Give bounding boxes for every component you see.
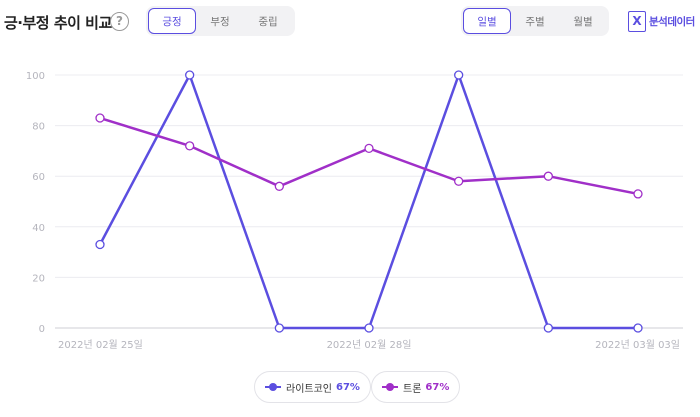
series-line-1 (98, 73, 638, 330)
period-toggle: 일별 주별 월별 (461, 6, 609, 36)
sentiment-toggle: 긍정 부정 중립 (146, 6, 295, 36)
series-line-2 (99, 116, 639, 196)
data-point-series-1 (633, 323, 643, 333)
data-point-series-2 (95, 113, 105, 123)
tab-positive[interactable]: 긍정 (148, 8, 196, 34)
y-tick-label: 100 (26, 71, 45, 82)
excel-icon: X (628, 10, 646, 32)
line-chart: 0 20 40 60 80 100 2022년 02월 25일 2022년 02월 28일 20… (26, 70, 683, 351)
y-tick-label: 20 (32, 273, 45, 284)
legend-percent: 67% (425, 381, 450, 393)
help-icon[interactable]: ? (110, 12, 129, 31)
x-tick-label: 2022년 03월 03일 (595, 339, 680, 351)
legend-label: 라이트코인 (286, 383, 332, 395)
data-point-series-2 (364, 143, 374, 154)
legend-swatch (265, 383, 281, 391)
tab-weekly[interactable]: 주별 (525, 15, 545, 28)
data-point-series-2 (633, 189, 643, 199)
tab-daily[interactable]: 일별 (463, 8, 511, 34)
data-point-series-2 (454, 176, 464, 186)
data-point-series-1 (95, 239, 105, 250)
data-point-series-1 (185, 70, 195, 80)
export-data-button[interactable]: X 분석데이터 (628, 10, 695, 32)
data-point-series-2 (274, 181, 284, 191)
legend-item-series-1[interactable]: 라이트코인 67% (254, 371, 371, 403)
x-tick-label: 2022년 02월 25일 (58, 339, 143, 351)
legend-item-series-2[interactable]: 트론 67% (371, 371, 461, 403)
y-tick-label: 40 (32, 223, 45, 234)
data-point-series-1 (274, 323, 284, 333)
data-point-series-1 (543, 323, 553, 333)
y-tick-label: 0 (39, 324, 45, 335)
legend-swatch (382, 383, 398, 391)
legend-percent: 67% (336, 381, 360, 393)
export-label: 분석데이터 (649, 15, 695, 28)
data-point-series-1 (454, 70, 464, 80)
chart-legend: 라이트코인 67% 트론 67% (0, 371, 700, 405)
tab-negative[interactable]: 부정 (210, 15, 230, 28)
y-tick-label: 80 (32, 122, 45, 133)
data-point-series-2 (185, 141, 195, 151)
data-point-series-2 (543, 171, 553, 181)
chart-header: 긍·부정 추이 비교 ? 긍정 부정 중립 일별 주별 월별 X 분석데이터 (0, 0, 700, 44)
data-point-series-1 (364, 323, 374, 333)
page-title: 긍·부정 추이 비교 (4, 14, 112, 32)
x-tick-label: 2022년 02월 28일 (327, 339, 412, 351)
legend-label: 트론 (403, 383, 422, 395)
tab-monthly[interactable]: 월별 (573, 15, 593, 28)
y-tick-label: 60 (32, 172, 45, 183)
tab-neutral[interactable]: 중립 (258, 15, 278, 28)
